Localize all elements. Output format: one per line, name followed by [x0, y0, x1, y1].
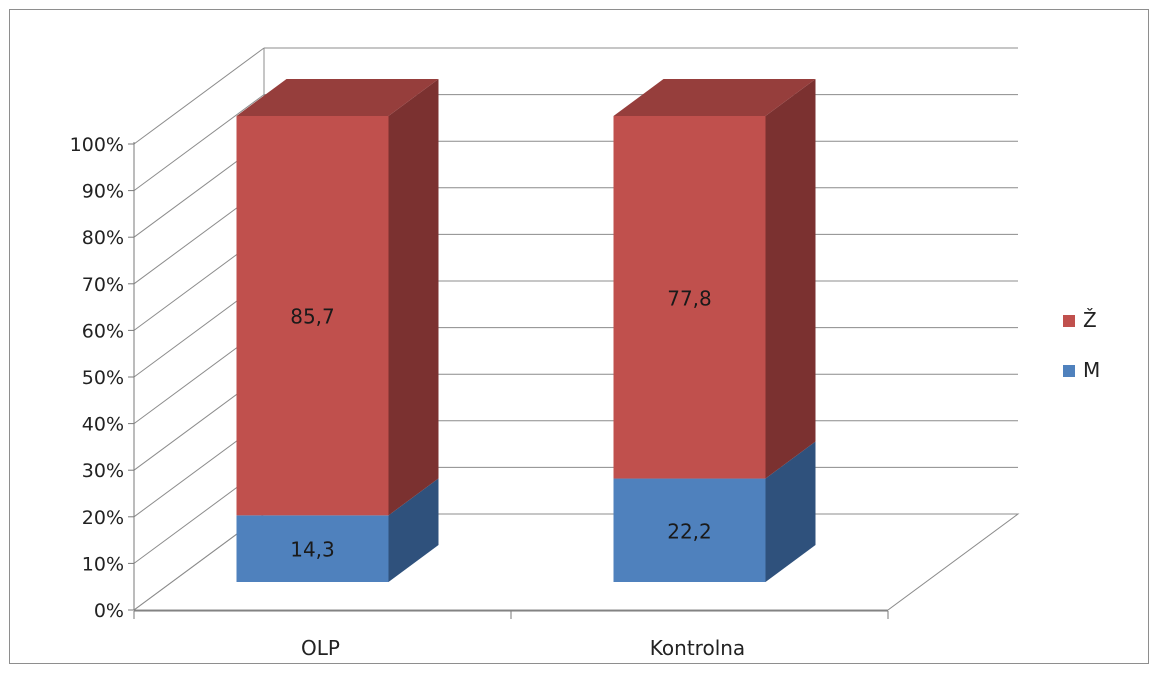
y-tick-label: 80%	[82, 227, 124, 249]
y-axis-ticks: 0% 10% 20% 30% 40% 50% 60% 70% 80% 90% 100%	[70, 134, 134, 622]
bar-segment-Ž-Kontrolna	[613, 116, 766, 479]
y-tick-label: 60%	[82, 320, 124, 342]
bar-segment-M-Kontrolna	[613, 478, 766, 582]
y-tick-label: 0%	[94, 600, 124, 622]
bar-segment-M-OLP	[236, 515, 389, 582]
bar-top-Kontrolna	[613, 79, 816, 116]
y-tick-label: 40%	[82, 414, 124, 436]
bar-side-Ž-Kontrolna	[765, 79, 816, 479]
chart-frame	[9, 9, 1149, 664]
legend-label-M: M	[1083, 358, 1100, 382]
bar-segment-Ž-OLP	[236, 116, 389, 516]
data-label-M-OLP: 14,3	[290, 538, 335, 562]
y-tick-label: 50%	[82, 367, 124, 389]
bar-side-M-Kontrolna	[765, 441, 816, 582]
legend-swatch-M	[1063, 365, 1075, 377]
y-tick-label: 30%	[82, 460, 124, 482]
y-tick-label: 10%	[82, 553, 124, 575]
bars	[236, 79, 816, 582]
side-gridline	[133, 94, 265, 192]
category-label-OLP: OLP	[301, 636, 340, 660]
y-tick-label: 20%	[82, 507, 124, 529]
data-label-Ž-OLP: 85,7	[290, 305, 335, 329]
axes	[133, 142, 889, 619]
legend-swatch-Ž	[1063, 315, 1075, 327]
y-tick-label: 70%	[82, 274, 124, 296]
legend: ŽM	[1063, 308, 1100, 382]
bar-side-Ž-OLP	[388, 79, 439, 516]
bar-top-OLP	[236, 79, 439, 116]
y-tick-label: 90%	[82, 181, 124, 203]
data-label-M-Kontrolna: 22,2	[667, 519, 712, 543]
data-labels: 14,3 85,7 22,2 77,8	[290, 286, 712, 561]
category-label-Kontrolna: Kontrolna	[650, 636, 745, 660]
legend-label-Ž: Ž	[1083, 308, 1097, 332]
bar-side-M-OLP	[388, 478, 439, 582]
category-labels: OLP Kontrolna	[301, 636, 745, 660]
data-label-Ž-Kontrolna: 77,8	[667, 286, 712, 310]
side-gridline	[133, 47, 265, 145]
y-tick-label: 100%	[70, 134, 124, 156]
